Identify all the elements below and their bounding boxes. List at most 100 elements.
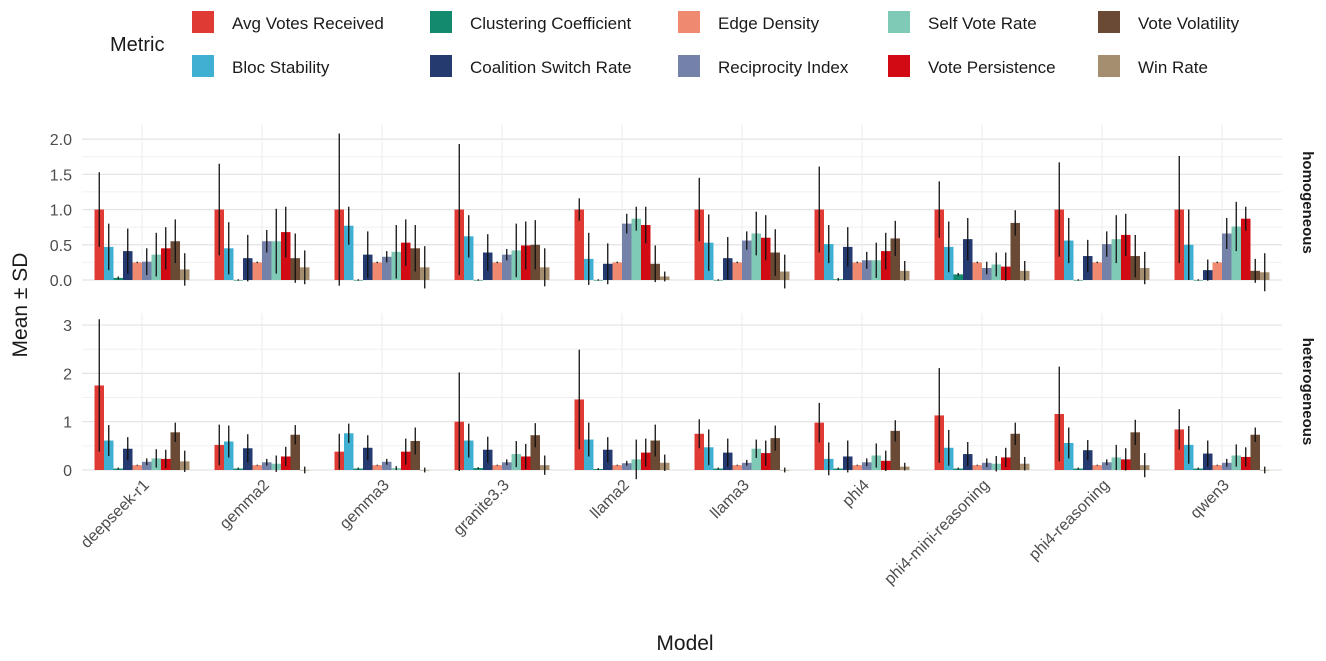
legend-label-coalition-switch-rate: Coalition Switch Rate (470, 58, 632, 77)
bar (1092, 262, 1102, 280)
bar (814, 422, 824, 470)
series-vote-persistence (161, 438, 1251, 471)
bar (862, 260, 872, 280)
legend-label-edge-density: Edge Density (718, 14, 820, 33)
series-win-rate (180, 450, 1270, 478)
panel-strip-label: homogeneous (1299, 151, 1316, 254)
panels: 0.0 0.5 1.0 1.5 2.0 homogeneous 0 1 2 3 heterogene… (50, 125, 1316, 588)
legend-key-win-rate (1098, 55, 1120, 77)
y-tick-label: 1.0 (50, 203, 72, 220)
bar (751, 448, 761, 470)
panel-homogeneous: 0.0 0.5 1.0 1.5 2.0 homogeneous (50, 125, 1316, 292)
series-vote-volatility (170, 419, 1260, 470)
x-tick-label: llama2 (587, 477, 632, 522)
x-tick-label: phi4-mini-reasoning (881, 477, 992, 588)
bar (530, 435, 540, 470)
series-reciprocity-index (142, 213, 1232, 280)
bar (1102, 462, 1112, 470)
bar (770, 438, 780, 470)
bar (622, 223, 632, 280)
legend-label-vote-persistence: Vote Persistence (928, 58, 1056, 77)
series-edge-density (132, 261, 1222, 280)
y-tick-label: 0.0 (50, 273, 72, 290)
bar (382, 461, 392, 470)
x-tick-label: granite3.3 (450, 477, 512, 539)
bar (492, 465, 502, 470)
x-tick-label: llama3 (707, 477, 752, 522)
panel-strip-label: heterogeneous (1299, 338, 1316, 446)
legend-label-avg-votes-received: Avg Votes Received (232, 14, 384, 33)
legend-label-win-rate: Win Rate (1138, 58, 1208, 77)
bar (732, 262, 742, 280)
bar (1010, 222, 1020, 280)
legend-key-clustering-coefficient (430, 11, 452, 33)
x-tick-label: gemma2 (217, 477, 273, 533)
bar (1121, 234, 1131, 280)
legend-label-self-vote-rate: Self Vote Rate (928, 14, 1037, 33)
legend-label-bloc-stability: Bloc Stability (232, 58, 330, 77)
series-win-rate (180, 246, 1270, 292)
bar (622, 463, 632, 470)
bar (641, 225, 651, 280)
legend-key-vote-volatility (1098, 11, 1120, 33)
bar (1241, 218, 1251, 280)
bar (252, 262, 262, 280)
series-clustering-coefficient (113, 272, 1203, 281)
bar (612, 465, 622, 470)
bar (344, 433, 354, 470)
y-tick-label: 0.5 (50, 238, 72, 255)
bar (694, 433, 704, 470)
legend-label-reciprocity-index: Reciprocity Index (718, 58, 849, 77)
series-avg-votes-received (94, 133, 1184, 286)
series-coalition-switch-rate (123, 218, 1213, 285)
bar (934, 209, 944, 280)
bar (492, 262, 502, 280)
y-tick-label: 2.0 (50, 132, 72, 149)
legend-key-reciprocity-index (678, 55, 700, 77)
bar (382, 256, 392, 280)
series-edge-density (132, 464, 1222, 470)
x-tick-label: phi4-reasoning (1026, 477, 1113, 564)
legend-label-clustering-coefficient: Clustering Coefficient (470, 14, 632, 33)
y-tick-label: 0 (63, 463, 72, 480)
bar (252, 465, 262, 470)
x-tick-label: qwen3 (1187, 477, 1232, 522)
bar (1231, 226, 1241, 280)
bar (742, 240, 752, 280)
legend-key-avg-votes-received (192, 11, 214, 33)
bar (410, 441, 420, 470)
bar (890, 430, 900, 470)
bar (972, 465, 982, 470)
bar (372, 262, 382, 280)
series-vote-volatility (170, 210, 1260, 283)
y-tick-label: 3 (63, 318, 72, 335)
bar (262, 462, 272, 470)
y-tick-label: 1.5 (50, 167, 72, 184)
y-tick-label: 2 (63, 366, 72, 383)
bar (170, 432, 180, 470)
bar (1092, 465, 1102, 470)
bar (142, 461, 152, 470)
bar (344, 225, 354, 280)
bar (1250, 434, 1260, 470)
legend-title: Metric (110, 34, 164, 56)
bar (502, 462, 512, 470)
series-self-vote-rate (151, 439, 1241, 480)
bar (751, 233, 761, 280)
bar (1212, 262, 1222, 280)
bar (464, 236, 474, 280)
bar (502, 254, 512, 280)
series-clustering-coefficient (113, 467, 1203, 470)
series-reciprocity-index (142, 458, 1232, 470)
bar (1222, 233, 1232, 280)
bar (290, 434, 300, 470)
legend-key-self-vote-rate (888, 11, 910, 33)
series-bloc-stability (104, 206, 1194, 285)
bar (132, 465, 142, 470)
panel-heterogeneous: 0 1 2 3 heterogeneous (63, 313, 1316, 480)
bar (1130, 432, 1140, 470)
bar (1212, 465, 1222, 470)
bar (742, 462, 752, 470)
x-tick-label: gemma3 (337, 477, 393, 533)
